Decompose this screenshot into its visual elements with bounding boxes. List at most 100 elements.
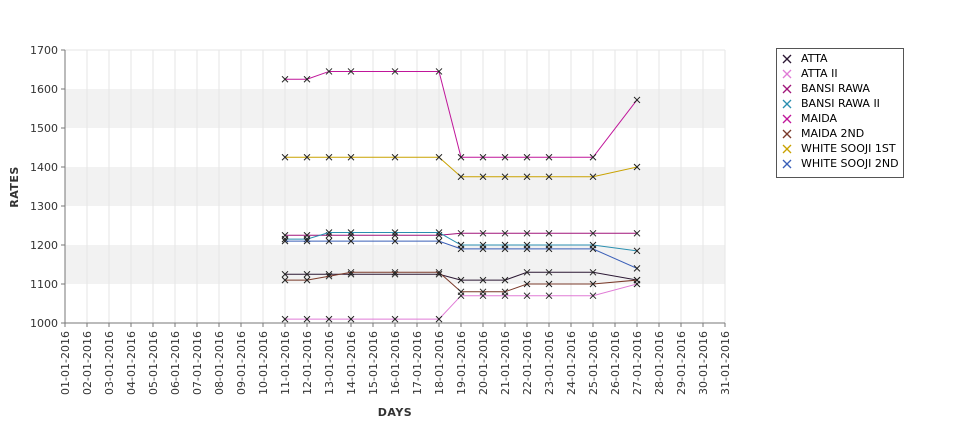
data-point-bansi-rawa-ii	[633, 247, 641, 255]
data-point-maida-2nd	[391, 268, 399, 276]
legend-marker-icon	[781, 69, 795, 79]
y-tick-label: 1600	[30, 83, 58, 96]
x-tick-label: 07-01-2016	[191, 331, 204, 395]
data-point-white-sooji-2nd	[589, 245, 597, 253]
data-point-maida	[435, 68, 443, 75]
x-tick-label: 27-01-2016	[631, 331, 644, 395]
data-point-white-sooji-1st	[325, 153, 333, 161]
data-point-white-sooji-2nd	[391, 237, 399, 245]
y-tick-label: 1200	[30, 239, 58, 252]
data-point-maida-2nd	[589, 280, 597, 288]
data-point-white-sooji-2nd	[325, 237, 333, 245]
data-point-maida	[501, 153, 509, 161]
data-point-white-sooji-2nd	[303, 237, 311, 245]
data-point-maida	[325, 68, 333, 75]
data-point-maida-2nd	[303, 276, 311, 284]
x-tick-label: 14-01-2016	[345, 331, 358, 395]
legend-marker-icon	[781, 114, 795, 124]
x-tick-labels: 01-01-2016 02-01-2016 03-01-2016 04-01-2016…	[59, 323, 732, 395]
data-point-maida	[281, 75, 289, 83]
x-tick-label: 21-01-2016	[499, 331, 512, 395]
x-tick-label: 09-01-2016	[235, 331, 248, 395]
x-tick-label: 13-01-2016	[323, 331, 336, 395]
legend-marker-icon	[781, 129, 795, 139]
data-point-maida-2nd	[523, 280, 531, 288]
y-axis-title: RATES	[8, 166, 21, 208]
data-point-maida-2nd	[281, 276, 289, 284]
y-tick-label: 1000	[30, 317, 58, 330]
data-point-maida	[457, 153, 465, 161]
vertical-gridlines	[64, 50, 726, 323]
x-tick-label: 03-01-2016	[103, 331, 116, 395]
data-point-maida	[347, 68, 355, 75]
data-point-white-sooji-1st	[633, 163, 641, 171]
data-point-atta-ii	[347, 315, 355, 323]
legend-label: BANSI RAWA	[801, 82, 870, 95]
data-point-white-sooji-1st	[501, 173, 509, 181]
data-point-atta	[545, 268, 553, 276]
legend-item-white-sooji-2nd: WHITE SOOJI 2ND	[781, 156, 903, 171]
data-point-atta	[303, 270, 311, 278]
data-point-maida-2nd	[479, 288, 487, 296]
legend-marker-icon	[781, 144, 795, 154]
x-tick-label: 01-01-2016	[59, 331, 72, 395]
data-point-bansi-rawa-ii	[435, 229, 443, 236]
data-point-maida	[589, 153, 597, 161]
x-tick-label: 22-01-2016	[521, 331, 534, 395]
legend-item-bansi-rawa-ii: BANSI RAWA II	[781, 96, 903, 111]
x-tick-label: 28-01-2016	[653, 331, 666, 395]
data-point-atta-ii	[523, 292, 531, 300]
legend-marker-icon	[781, 54, 795, 64]
data-point-atta	[523, 268, 531, 276]
x-tick-label: 24-01-2016	[565, 331, 578, 395]
data-point-white-sooji-2nd	[545, 245, 553, 253]
x-tick-label: 19-01-2016	[455, 331, 468, 395]
data-point-white-sooji-2nd	[501, 245, 509, 253]
data-point-white-sooji-2nd	[435, 237, 443, 245]
data-point-maida-2nd	[545, 280, 553, 288]
data-point-maida	[633, 96, 641, 104]
data-point-bansi-rawa	[347, 231, 355, 239]
x-tick-label: 23-01-2016	[543, 331, 556, 395]
data-point-atta-ii	[281, 315, 289, 323]
data-point-maida	[479, 153, 487, 161]
data-point-bansi-rawa	[479, 229, 487, 237]
legend-item-maida: MAIDA	[781, 111, 903, 126]
data-point-white-sooji-1st	[545, 173, 553, 181]
y-tick-label: 1500	[30, 122, 58, 135]
data-point-white-sooji-1st	[435, 153, 443, 161]
data-point-maida-2nd	[633, 276, 641, 284]
x-tick-label: 04-01-2016	[125, 331, 138, 395]
legend-item-bansi-rawa: BANSI RAWA	[781, 81, 903, 96]
data-point-bansi-rawa-ii	[325, 229, 333, 236]
legend-label: MAIDA 2ND	[801, 127, 865, 140]
data-point-bansi-rawa	[391, 231, 399, 239]
x-tick-label: 18-01-2016	[433, 331, 446, 395]
data-point-atta-ii	[325, 315, 333, 323]
data-point-white-sooji-2nd	[479, 245, 487, 253]
data-point-maida-2nd	[435, 268, 443, 276]
data-point-bansi-rawa	[523, 229, 531, 237]
data-point-white-sooji-1st	[303, 153, 311, 161]
y-tick-labels: 1000 1100 1200 1300 1400 1500 1600 1700	[30, 44, 65, 330]
x-tick-label: 26-01-2016	[609, 331, 622, 395]
x-tick-label: 16-01-2016	[389, 331, 402, 395]
legend-label: BANSI RAWA II	[801, 97, 880, 110]
legend-label: ATTA II	[801, 67, 838, 80]
legend-item-atta: ATTA	[781, 51, 903, 66]
data-point-maida-2nd	[325, 272, 333, 280]
legend-label: MAIDA	[801, 112, 838, 125]
legend-label: ATTA	[801, 52, 828, 65]
data-point-bansi-rawa	[545, 229, 553, 237]
data-point-white-sooji-2nd	[523, 245, 531, 253]
legend-item-atta-ii: ATTA II	[781, 66, 903, 81]
y-tick-label: 1400	[30, 161, 58, 174]
data-point-white-sooji-1st	[479, 173, 487, 181]
data-point-white-sooji-1st	[391, 153, 399, 161]
data-point-bansi-rawa	[633, 229, 641, 237]
data-point-white-sooji-1st	[457, 173, 465, 181]
data-point-bansi-rawa-ii	[391, 229, 399, 236]
data-point-white-sooji-1st	[589, 173, 597, 181]
data-point-maida-2nd	[501, 288, 509, 296]
data-point-bansi-rawa	[457, 229, 465, 237]
